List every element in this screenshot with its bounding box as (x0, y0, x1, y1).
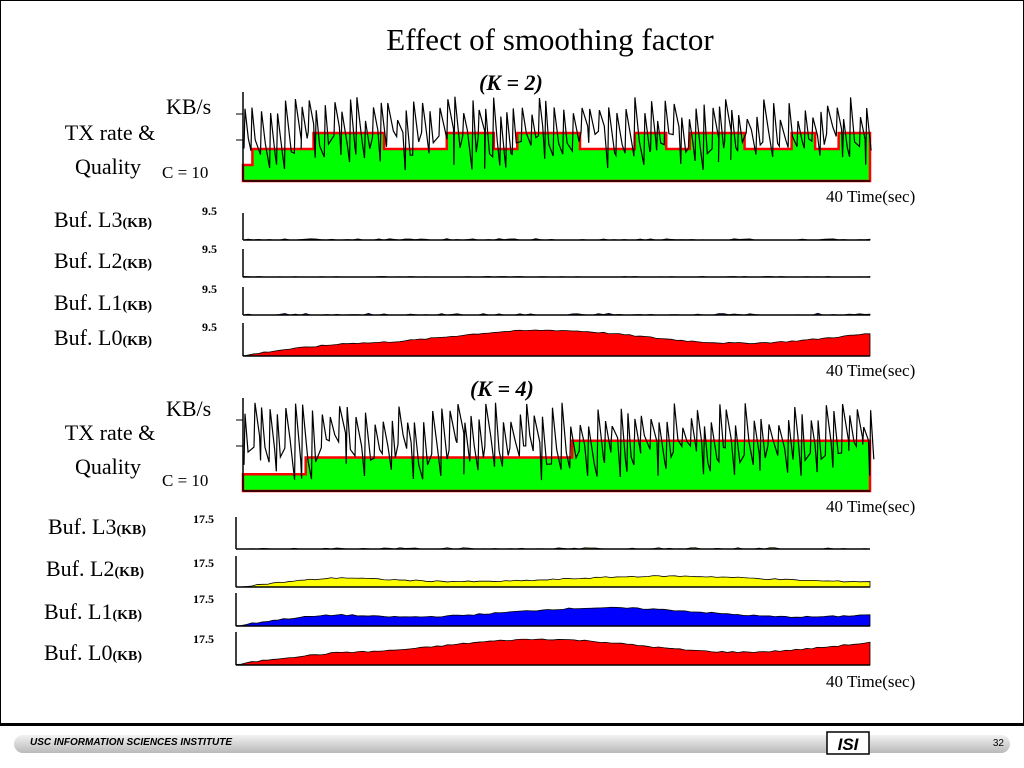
k4-buf-l0-ymax: 17.5 (193, 632, 214, 646)
k2-buf-l0-name: Buf. L0 (54, 325, 123, 350)
k4-buf-l2-area (235, 575, 871, 588)
k2-tx-xlabel: 40 Time(sec) (826, 187, 916, 206)
isi-logo: ISI (826, 731, 870, 755)
k4-c-label: C = 10 (162, 471, 209, 490)
k4-buf-l3-unit: (KB) (116, 523, 147, 538)
k4-tx-ylabel: KB/s (166, 396, 212, 421)
k4-buf-l1-label: Buf. L1(KB) (44, 599, 142, 625)
k2-buf-l0-label: Buf. L0(KB) (54, 325, 152, 351)
plots-canvas (235, 92, 875, 666)
k4-buf-l1-name: Buf. L1 (44, 599, 113, 624)
slide-title: Effect of smoothing factor (386, 22, 714, 57)
k4-buf-l2-label: Buf. L2(KB) (46, 556, 144, 582)
page-number: 32 (992, 738, 1004, 749)
k4-buf-l0-label: Buf. L0(KB) (44, 640, 142, 666)
k4-buf-l0-unit: (KB) (112, 649, 143, 664)
k2-buf-l1-label: Buf. L1(KB) (54, 290, 152, 316)
k4-buf-l2-ymax: 17.5 (193, 556, 214, 570)
k4-tx-xlabel: 40 Time(sec) (826, 497, 916, 516)
k4-buf-l2-unit: (KB) (114, 565, 145, 580)
k2-buf-l0-area (242, 329, 871, 357)
k2-quality-area (241, 131, 872, 183)
k4-buf-l0-name: Buf. L0 (44, 640, 113, 665)
k2-c-label: C = 10 (162, 163, 209, 182)
k4-buf-l1-ymax: 17.5 (193, 592, 214, 606)
k4-buf-l1-unit: (KB) (112, 608, 143, 623)
k4-tx-label-1: TX rate & (64, 420, 156, 445)
k4-tx-rate-line (243, 402, 875, 481)
k2-buf-l3-name: Buf. L3 (54, 207, 123, 232)
k2-buf-xlabel: 40 Time(sec) (826, 361, 916, 380)
k4-buf-xlabel: 40 Time(sec) (826, 672, 916, 691)
k2-buf-l3-ymax: 9.5 (202, 204, 217, 218)
k2-buf-l1-unit: (KB) (122, 299, 153, 314)
k4-tx-label-2: Quality (75, 454, 141, 479)
footer-institute: USC INFORMATION SCIENCES INSTITUTE (30, 737, 233, 748)
k2-buf-l2-unit: (KB) (122, 257, 153, 272)
k2-buf-l1-name: Buf. L1 (54, 290, 123, 315)
k2-tx-ylabel: KB/s (166, 94, 212, 119)
k4-buf-l1-area (235, 606, 871, 627)
k2-buf-l3-unit: (KB) (122, 216, 153, 231)
k2-buf-l2-name: Buf. L2 (54, 248, 123, 273)
k4-label: (K = 4) (470, 376, 534, 401)
k4-buf-l3-label: Buf. L3(KB) (48, 514, 146, 540)
k4-buf-l3-ymax: 17.5 (193, 512, 214, 526)
k4-buf-l2-name: Buf. L2 (46, 556, 115, 581)
k2-tx-label-1: TX rate & (64, 120, 156, 145)
k2-buf-l2-label: Buf. L2(KB) (54, 248, 152, 274)
k4-buf-l3-name: Buf. L3 (48, 514, 117, 539)
k2-tx-label-2: Quality (75, 154, 141, 179)
k2-buf-l1-ymax: 9.5 (202, 282, 217, 296)
k2-buf-l0-unit: (KB) (122, 334, 153, 349)
isi-logo-text: ISI (838, 735, 860, 754)
isi-logo-box (826, 731, 870, 755)
footer-band (14, 735, 1010, 753)
k2-buf-l0-ymax: 9.5 (202, 320, 217, 334)
footer-rule (0, 724, 1024, 726)
k2-tx-rate-line (243, 96, 872, 171)
k2-label: (K = 2) (479, 70, 543, 95)
k2-buf-l3-label: Buf. L3(KB) (54, 207, 152, 233)
k4-buf-l0-area (235, 638, 871, 666)
k2-buf-l2-ymax: 9.5 (202, 242, 217, 256)
